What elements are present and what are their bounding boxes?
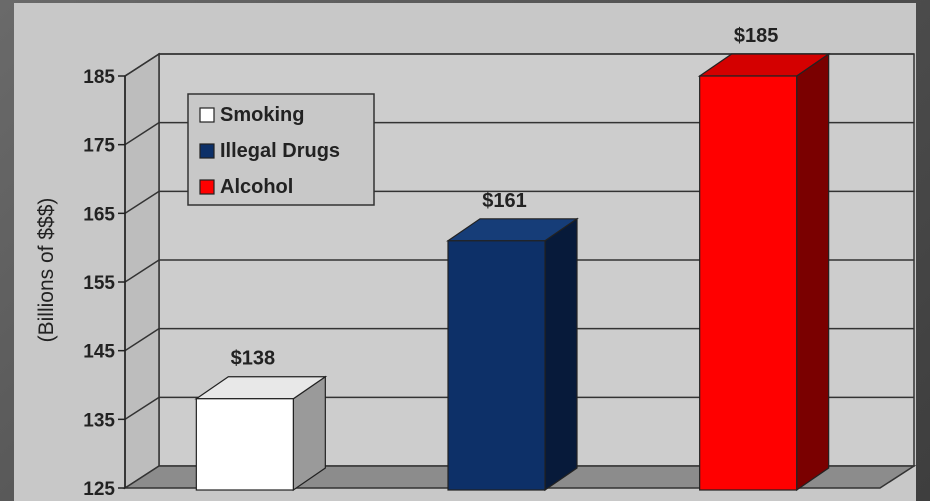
y-tick-label: 185 [83,67,115,88]
bar-front [699,75,798,491]
legend-swatch [199,143,215,159]
gridline [124,327,914,352]
y-axis: 125 135 145 155 165 175 185 [83,67,126,500]
legend: Smoking Illegal Drugs Alcohol [187,93,375,206]
bar-side [544,217,578,492]
bar-front [195,398,294,491]
gridline [124,259,914,283]
gridlines [124,53,914,420]
legend-box [187,93,375,206]
legend-swatch [199,107,215,123]
data-label: $185 [734,25,779,47]
gridline [124,396,914,420]
y-tick-label: 155 [83,273,115,294]
legend-label: Illegal Drugs [220,140,340,162]
bar-alcohol [697,52,831,492]
gridline [124,121,914,146]
y-tick-label: 125 [83,479,115,500]
bar-front [447,240,546,491]
y-tick-label: 145 [83,342,115,363]
gridline [124,53,914,77]
y-axis-label: (Billions of $$$) [35,198,58,343]
data-label: $138 [231,348,276,370]
bars [194,52,831,492]
data-labels: $138 $161 $185 [231,25,779,370]
legend-item: Illegal Drugs [199,140,340,162]
y-tick-label: 175 [83,136,115,157]
bar-illegal-drugs [446,217,579,492]
legend-swatch [199,179,215,195]
legend-item: Alcohol [199,176,293,198]
bar-smoking [194,375,328,492]
gridline [124,190,914,214]
legend-label: Alcohol [220,176,293,198]
legend-label: Smoking [220,104,304,126]
y-tick-label: 135 [83,410,115,431]
legend-item: Smoking [199,104,304,126]
data-label: $161 [482,190,527,212]
bar-side [796,52,830,492]
y-tick-label: 165 [83,204,115,225]
